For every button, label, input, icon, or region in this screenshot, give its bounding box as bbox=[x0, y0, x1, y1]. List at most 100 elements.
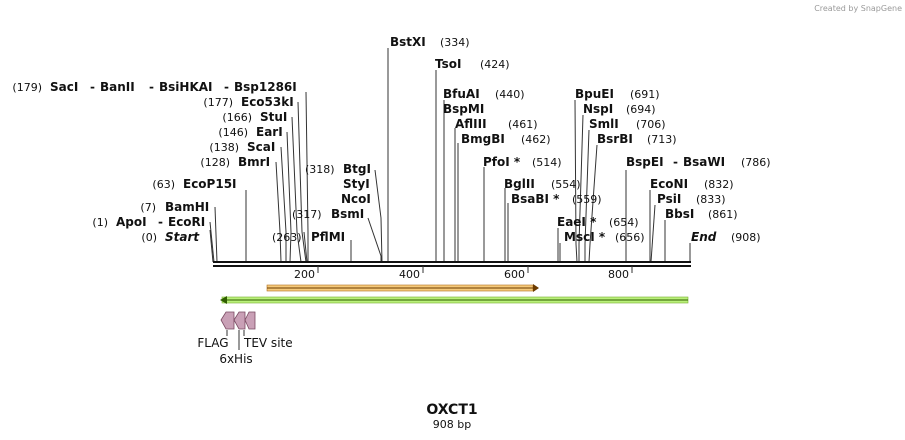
enzyme-apoi: ApoI bbox=[116, 215, 147, 229]
enzyme-bpuei: BpuEI bbox=[575, 87, 614, 101]
enzyme-position: (0) bbox=[141, 231, 157, 244]
leader-psii bbox=[650, 204, 656, 263]
feature-label-6xhis: 6xHis bbox=[219, 352, 252, 366]
enzyme-position: (691) bbox=[630, 88, 660, 101]
enzyme-bsawi: BsaWI bbox=[683, 155, 725, 169]
enzyme-eaei: EaeI * bbox=[557, 215, 597, 229]
leader-bmri bbox=[275, 161, 282, 263]
enzyme-bsp1286i: Bsp1286I bbox=[234, 80, 297, 94]
leader-bamhi bbox=[214, 206, 218, 263]
enzyme-position: (177) bbox=[203, 96, 233, 109]
enzyme-position: (908) bbox=[731, 231, 761, 244]
leader-btgi bbox=[374, 169, 383, 263]
enzyme-position: (440) bbox=[495, 88, 525, 101]
enzyme-bamhi: BamHI bbox=[165, 200, 209, 214]
leader-bsrbi bbox=[588, 144, 598, 263]
construct-length: 908 bp bbox=[433, 418, 471, 431]
enzyme-banii: BanII bbox=[100, 80, 135, 94]
enzyme-position: (7) bbox=[140, 201, 156, 214]
leader-scai bbox=[280, 146, 287, 262]
enzyme-btgi: BtgI bbox=[343, 162, 371, 176]
leader-nspi bbox=[578, 114, 584, 262]
feature-label-tev-site: TEV site bbox=[243, 336, 293, 350]
enzyme-psii: PsiI bbox=[657, 192, 681, 206]
snapgene-credit: Created by SnapGene bbox=[814, 4, 902, 13]
enzyme-bmgbi: BmgBI bbox=[461, 132, 505, 146]
enzyme-position: (461) bbox=[508, 118, 538, 131]
enzyme-position: (63) bbox=[152, 178, 175, 191]
enzyme-bsihkai: BsiHKAI bbox=[159, 80, 213, 94]
leader-pflmi bbox=[303, 231, 308, 263]
svg-text:-: - bbox=[673, 155, 678, 169]
tick-label: 600 bbox=[504, 268, 525, 281]
enzyme-position: (713) bbox=[647, 133, 677, 146]
enzyme-position: (861) bbox=[708, 208, 738, 221]
enzyme-position: (263) bbox=[272, 231, 302, 244]
enzyme-bsrbi: BsrBI bbox=[597, 132, 633, 146]
enzyme-bglii: BglII bbox=[504, 177, 535, 191]
leader-eari bbox=[286, 131, 292, 263]
enzyme-leader-lines bbox=[209, 48, 691, 263]
svg-text:-: - bbox=[149, 80, 154, 94]
feature-glyphs bbox=[220, 311, 256, 350]
leader-apoi bbox=[209, 221, 215, 263]
enzyme-msci: MscI * bbox=[564, 230, 606, 244]
enzyme-position: (694) bbox=[626, 103, 656, 116]
orf-green bbox=[220, 296, 689, 304]
svg-text:-: - bbox=[224, 80, 229, 94]
enzyme-position: (514) bbox=[532, 156, 562, 169]
enzyme-end: End bbox=[691, 230, 717, 244]
enzyme-ncoi: NcoI bbox=[341, 192, 371, 206]
leader-start bbox=[209, 229, 214, 263]
enzyme-bfuai: BfuAI bbox=[443, 87, 480, 101]
6xhis-feature bbox=[233, 311, 246, 330]
tick-label: 400 bbox=[399, 268, 420, 281]
enzyme-position: (559) bbox=[572, 193, 602, 206]
tick-label: 200 bbox=[294, 268, 315, 281]
enzyme-position: (462) bbox=[521, 133, 551, 146]
enzyme-ecop15i: EcoP15I bbox=[183, 177, 237, 191]
leader-eco53ki bbox=[297, 101, 307, 263]
enzyme-stui: StuI bbox=[260, 110, 287, 124]
enzyme-position: (146) bbox=[218, 126, 248, 139]
enzyme-scai: ScaI bbox=[247, 140, 275, 154]
enzyme-position: (554) bbox=[551, 178, 581, 191]
flag-feature bbox=[220, 311, 235, 330]
enzyme-position: (654) bbox=[609, 216, 639, 229]
feature-label-flag: FLAG bbox=[197, 336, 228, 350]
ruler: 200 400 600 800 bbox=[294, 266, 633, 281]
enzyme-pfoi: PfoI * bbox=[483, 155, 521, 169]
enzyme-eari: EarI bbox=[256, 125, 283, 139]
enzyme-start: Start bbox=[165, 230, 200, 244]
enzyme-smli: SmlI bbox=[589, 117, 619, 131]
enzyme-position: (179) bbox=[12, 81, 42, 94]
svg-text:-: - bbox=[90, 80, 95, 94]
enzyme-nspi: NspI bbox=[583, 102, 613, 116]
enzyme-ecori: EcoRI bbox=[168, 215, 205, 229]
leader-stui bbox=[291, 116, 302, 263]
enzyme-position: (166) bbox=[222, 111, 252, 124]
orf-orange bbox=[266, 284, 539, 292]
enzyme-bspmi: BspMI bbox=[443, 102, 484, 116]
leader-saci bbox=[305, 91, 309, 262]
enzyme-bsabi: BsaBI * bbox=[511, 192, 560, 206]
enzyme-labels: (0) Start (1) ApoI - EcoRI (7) BamHI (63… bbox=[12, 35, 770, 244]
enzyme-position: (1) bbox=[92, 216, 108, 229]
enzyme-position: (318) bbox=[305, 163, 335, 176]
enzyme-styi: StyI bbox=[343, 177, 370, 191]
enzyme-bbsi: BbsI bbox=[665, 207, 694, 221]
enzyme-position: (128) bbox=[200, 156, 230, 169]
enzyme-position: (786) bbox=[741, 156, 771, 169]
leader-bpuei bbox=[574, 99, 578, 263]
enzyme-saci: SacI bbox=[50, 80, 78, 94]
enzyme-position: (833) bbox=[696, 193, 726, 206]
tick-label: 800 bbox=[608, 268, 629, 281]
enzyme-position: (334) bbox=[440, 36, 470, 49]
enzyme-position: (317) bbox=[292, 208, 322, 221]
enzyme-eco53ki: Eco53kI bbox=[241, 95, 294, 109]
tev-site-feature bbox=[244, 311, 256, 330]
svg-text:-: - bbox=[158, 215, 163, 229]
leader-smli bbox=[584, 129, 590, 262]
leader-bsmi bbox=[367, 217, 382, 262]
